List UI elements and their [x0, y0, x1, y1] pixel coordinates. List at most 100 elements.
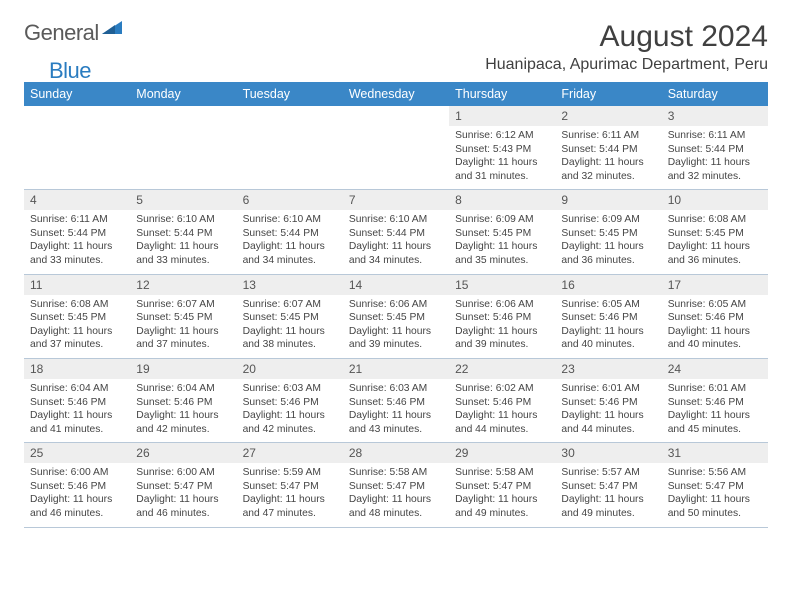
day-info: Sunrise: 6:00 AMSunset: 5:47 PMDaylight:… — [130, 463, 236, 526]
day-number: 13 — [237, 275, 343, 295]
day-info-line: Daylight: 11 hours and 32 minutes. — [561, 156, 655, 183]
day-info-line: Sunrise: 6:09 AM — [561, 213, 655, 227]
day-header-row: Sunday Monday Tuesday Wednesday Thursday… — [24, 82, 768, 106]
day-number: 27 — [237, 443, 343, 463]
day-number: 5 — [130, 190, 236, 210]
calendar-day-cell: 19Sunrise: 6:04 AMSunset: 5:46 PMDayligh… — [130, 358, 236, 442]
day-number: 4 — [24, 190, 130, 210]
day-info-line: Sunrise: 5:58 AM — [455, 466, 549, 480]
day-info-line: Sunset: 5:45 PM — [668, 227, 762, 241]
day-info: Sunrise: 6:05 AMSunset: 5:46 PMDaylight:… — [662, 295, 768, 358]
calendar-day-cell: 26Sunrise: 6:00 AMSunset: 5:47 PMDayligh… — [130, 443, 236, 527]
day-number: 11 — [24, 275, 130, 295]
day-info-line: Sunset: 5:44 PM — [668, 143, 762, 157]
day-info-line: Sunset: 5:46 PM — [243, 396, 337, 410]
day-info: Sunrise: 6:06 AMSunset: 5:45 PMDaylight:… — [343, 295, 449, 358]
day-info: Sunrise: 6:00 AMSunset: 5:46 PMDaylight:… — [24, 463, 130, 526]
day-number: 21 — [343, 359, 449, 379]
calendar-day-cell — [343, 106, 449, 190]
day-info-line: Sunrise: 6:07 AM — [243, 298, 337, 312]
day-info-line: Sunset: 5:47 PM — [349, 480, 443, 494]
day-info-line: Sunrise: 5:59 AM — [243, 466, 337, 480]
location: Huanipaca, Apurimac Department, Peru — [485, 56, 768, 74]
logo-text-general: General — [24, 20, 99, 46]
day-info: Sunrise: 6:01 AMSunset: 5:46 PMDaylight:… — [662, 379, 768, 442]
calendar-day-cell: 21Sunrise: 6:03 AMSunset: 5:46 PMDayligh… — [343, 358, 449, 442]
day-info-line: Sunset: 5:44 PM — [561, 143, 655, 157]
day-info-line: Daylight: 11 hours and 32 minutes. — [668, 156, 762, 183]
day-info: Sunrise: 5:57 AMSunset: 5:47 PMDaylight:… — [555, 463, 661, 526]
day-info: Sunrise: 6:02 AMSunset: 5:46 PMDaylight:… — [449, 379, 555, 442]
day-info-line: Sunset: 5:46 PM — [668, 396, 762, 410]
day-info-line: Sunrise: 5:57 AM — [561, 466, 655, 480]
day-info: Sunrise: 6:03 AMSunset: 5:46 PMDaylight:… — [343, 379, 449, 442]
day-number: 18 — [24, 359, 130, 379]
day-info-line: Sunrise: 6:11 AM — [561, 129, 655, 143]
logo-triangle-icon — [102, 19, 124, 40]
day-info-line: Daylight: 11 hours and 41 minutes. — [30, 409, 124, 436]
day-info-line: Daylight: 11 hours and 36 minutes. — [561, 240, 655, 267]
day-info-line: Sunset: 5:46 PM — [668, 311, 762, 325]
day-info-line: Sunset: 5:45 PM — [243, 311, 337, 325]
day-info: Sunrise: 5:59 AMSunset: 5:47 PMDaylight:… — [237, 463, 343, 526]
day-number: 23 — [555, 359, 661, 379]
day-info-line: Daylight: 11 hours and 34 minutes. — [243, 240, 337, 267]
day-info-line: Daylight: 11 hours and 37 minutes. — [136, 325, 230, 352]
day-number: 20 — [237, 359, 343, 379]
day-info-line: Sunrise: 6:06 AM — [349, 298, 443, 312]
day-number: 6 — [237, 190, 343, 210]
calendar-day-cell — [130, 106, 236, 190]
calendar-table: Sunday Monday Tuesday Wednesday Thursday… — [24, 82, 768, 528]
day-info-line: Daylight: 11 hours and 36 minutes. — [668, 240, 762, 267]
day-info-line: Sunrise: 6:00 AM — [30, 466, 124, 480]
day-info-line: Sunrise: 6:10 AM — [349, 213, 443, 227]
calendar-week-row: 1Sunrise: 6:12 AMSunset: 5:43 PMDaylight… — [24, 106, 768, 190]
day-number: 28 — [343, 443, 449, 463]
calendar-day-cell: 15Sunrise: 6:06 AMSunset: 5:46 PMDayligh… — [449, 274, 555, 358]
calendar-day-cell: 20Sunrise: 6:03 AMSunset: 5:46 PMDayligh… — [237, 358, 343, 442]
day-info-line: Daylight: 11 hours and 50 minutes. — [668, 493, 762, 520]
day-number — [343, 106, 449, 126]
day-info-line: Sunrise: 6:11 AM — [668, 129, 762, 143]
day-info-line: Sunrise: 6:08 AM — [30, 298, 124, 312]
day-info-line: Sunrise: 6:04 AM — [30, 382, 124, 396]
day-number: 25 — [24, 443, 130, 463]
day-number: 8 — [449, 190, 555, 210]
calendar-day-cell — [24, 106, 130, 190]
day-info: Sunrise: 6:09 AMSunset: 5:45 PMDaylight:… — [449, 210, 555, 273]
day-number: 2 — [555, 106, 661, 126]
day-info-line: Sunrise: 6:01 AM — [561, 382, 655, 396]
day-info-line: Daylight: 11 hours and 48 minutes. — [349, 493, 443, 520]
calendar-day-cell: 22Sunrise: 6:02 AMSunset: 5:46 PMDayligh… — [449, 358, 555, 442]
day-info-line: Sunrise: 6:09 AM — [455, 213, 549, 227]
day-info-line: Sunset: 5:46 PM — [561, 396, 655, 410]
day-info — [237, 126, 343, 184]
day-info: Sunrise: 6:06 AMSunset: 5:46 PMDaylight:… — [449, 295, 555, 358]
day-info: Sunrise: 6:11 AMSunset: 5:44 PMDaylight:… — [555, 126, 661, 189]
day-number: 3 — [662, 106, 768, 126]
calendar-day-cell: 24Sunrise: 6:01 AMSunset: 5:46 PMDayligh… — [662, 358, 768, 442]
day-info: Sunrise: 6:04 AMSunset: 5:46 PMDaylight:… — [24, 379, 130, 442]
day-number: 22 — [449, 359, 555, 379]
day-info-line: Sunrise: 6:05 AM — [561, 298, 655, 312]
day-info-line: Daylight: 11 hours and 49 minutes. — [455, 493, 549, 520]
day-info: Sunrise: 5:56 AMSunset: 5:47 PMDaylight:… — [662, 463, 768, 526]
day-number: 1 — [449, 106, 555, 126]
day-info-line: Sunset: 5:47 PM — [561, 480, 655, 494]
day-info: Sunrise: 5:58 AMSunset: 5:47 PMDaylight:… — [343, 463, 449, 526]
calendar-day-cell: 8Sunrise: 6:09 AMSunset: 5:45 PMDaylight… — [449, 190, 555, 274]
calendar-day-cell: 10Sunrise: 6:08 AMSunset: 5:45 PMDayligh… — [662, 190, 768, 274]
day-number: 31 — [662, 443, 768, 463]
calendar-day-cell: 12Sunrise: 6:07 AMSunset: 5:45 PMDayligh… — [130, 274, 236, 358]
day-info-line: Sunrise: 6:11 AM — [30, 213, 124, 227]
calendar-day-cell: 31Sunrise: 5:56 AMSunset: 5:47 PMDayligh… — [662, 443, 768, 527]
day-number: 15 — [449, 275, 555, 295]
calendar-day-cell: 28Sunrise: 5:58 AMSunset: 5:47 PMDayligh… — [343, 443, 449, 527]
day-info: Sunrise: 6:10 AMSunset: 5:44 PMDaylight:… — [343, 210, 449, 273]
day-info-line: Daylight: 11 hours and 31 minutes. — [455, 156, 549, 183]
day-info-line: Sunrise: 6:03 AM — [349, 382, 443, 396]
day-info-line: Sunset: 5:45 PM — [561, 227, 655, 241]
day-info-line: Sunset: 5:45 PM — [136, 311, 230, 325]
day-info-line: Daylight: 11 hours and 33 minutes. — [136, 240, 230, 267]
day-info-line: Sunset: 5:47 PM — [668, 480, 762, 494]
